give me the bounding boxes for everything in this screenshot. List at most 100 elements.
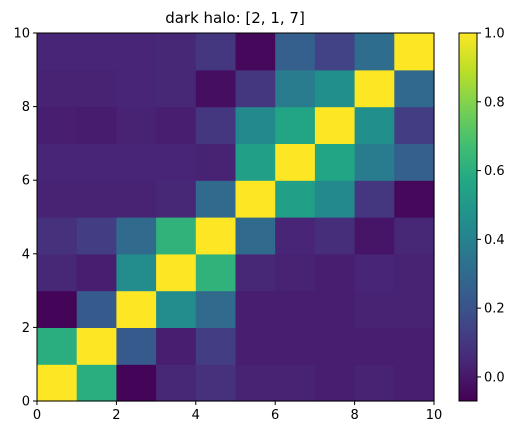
heatmap-cell-r9-c9 (394, 33, 435, 71)
heatmap-cell-r7-c8 (354, 106, 395, 144)
heatmap-cell-r4-c2 (116, 217, 157, 255)
heatmap-cell-r5-c8 (354, 180, 395, 218)
heatmap-cell-r0-c5 (235, 364, 276, 402)
heatmap-cell-r1-c0 (37, 327, 78, 365)
heatmap-cells (37, 33, 435, 402)
colorbar-tick-label: 0.6 (484, 164, 505, 179)
heatmap-cell-r2-c8 (354, 290, 395, 328)
heatmap-cell-r8-c0 (37, 69, 78, 108)
heatmap-cell-r7-c2 (116, 106, 157, 144)
heatmap-cell-r2-c7 (314, 290, 356, 328)
x-tick-label: 0 (33, 408, 41, 423)
heatmap-cell-r4-c8 (354, 217, 395, 255)
heatmap-cell-r5-c5 (235, 180, 276, 218)
heatmap-cell-r1-c1 (76, 327, 117, 365)
colorbar-tick-label: 0.8 (484, 95, 505, 110)
heatmap-cell-r4-c3 (156, 217, 197, 255)
chart-title: dark halo: [2, 1, 7] (165, 9, 305, 27)
heatmap-cell-r7-c1 (76, 106, 117, 144)
heatmap-cell-r3-c3 (156, 253, 197, 292)
heatmap-cell-r1-c9 (394, 327, 435, 365)
heatmap-cell-r0-c4 (195, 364, 237, 402)
heatmap-cell-r7-c7 (314, 106, 356, 144)
y-tick-label: 6 (22, 174, 30, 189)
colorbar-tick-label: 0.4 (484, 233, 505, 248)
heatmap-cell-r0-c7 (314, 364, 356, 402)
heatmap-cell-r0-c8 (354, 364, 395, 402)
y-axis: 0 2 4 6 8 10 (13, 27, 37, 410)
heatmap-cell-r3-c1 (76, 253, 117, 292)
heatmap-cell-r9-c5 (235, 33, 276, 71)
y-tick-label: 2 (22, 321, 30, 336)
heatmap-cell-r0-c2 (116, 364, 157, 402)
heatmap-cell-r2-c0 (37, 290, 78, 328)
heatmap-cell-r1-c7 (314, 327, 356, 365)
y-tick-label: 0 (22, 395, 30, 410)
x-tick-label: 4 (192, 408, 200, 423)
y-tick-label: 10 (13, 27, 30, 42)
heatmap-cell-r9-c8 (354, 33, 395, 71)
heatmap-cell-r7-c9 (394, 106, 435, 144)
heatmap-cell-r0-c3 (156, 364, 197, 402)
heatmap-cell-r1-c6 (275, 327, 316, 365)
heatmap-cell-r8-c7 (314, 69, 356, 108)
heatmap-cell-r5-c2 (116, 180, 157, 218)
heatmap-cell-r9-c2 (116, 33, 157, 71)
heatmap-cell-r8-c1 (76, 69, 117, 108)
heatmap-cell-r0-c0 (37, 364, 78, 402)
heatmap-cell-r5-c1 (76, 180, 117, 218)
colorbar-tick-label: 1.0 (484, 27, 505, 42)
heatmap-cell-r6-c7 (314, 143, 356, 181)
heatmap-cell-r2-c4 (195, 290, 237, 328)
heatmap-cell-r4-c9 (394, 217, 435, 255)
heatmap-cell-r1-c2 (116, 327, 157, 365)
heatmap-cell-r4-c0 (37, 217, 78, 255)
heatmap-cell-r4-c4 (195, 217, 237, 255)
heatmap-cell-r9-c7 (314, 33, 356, 71)
heatmap-cell-r9-c4 (195, 33, 237, 71)
heatmap-cell-r4-c5 (235, 217, 276, 255)
heatmap-cell-r9-c3 (156, 33, 197, 71)
heatmap-cell-r3-c6 (275, 253, 316, 292)
heatmap-cell-r6-c3 (156, 143, 197, 181)
heatmap-cell-r8-c9 (394, 69, 435, 108)
heatmap-cell-r3-c5 (235, 253, 276, 292)
y-tick-label: 8 (22, 100, 30, 115)
colorbar-axis: 0.0 0.2 0.4 0.6 0.8 1.0 (477, 27, 505, 385)
heatmap-cell-r6-c0 (37, 143, 78, 181)
heatmap-cell-r3-c7 (314, 253, 356, 292)
y-tick-label: 4 (22, 247, 30, 262)
heatmap-cell-r1-c4 (195, 327, 237, 365)
heatmap-cell-r1-c5 (235, 327, 276, 365)
heatmap-cell-r5-c4 (195, 180, 237, 218)
heatmap-cell-r9-c0 (37, 33, 78, 71)
heatmap-cell-r2-c2 (116, 290, 157, 328)
heatmap-cell-r5-c3 (156, 180, 197, 218)
heatmap-cell-r4-c6 (275, 217, 316, 255)
colorbar (458, 32, 478, 402)
heatmap-cell-r8-c8 (354, 69, 395, 108)
heatmap-cell-r6-c1 (76, 143, 117, 181)
heatmap-cell-r8-c6 (275, 69, 316, 108)
x-tick-label: 2 (112, 408, 120, 423)
heatmap-cell-r9-c1 (76, 33, 117, 71)
heatmap-cell-r7-c4 (195, 106, 237, 144)
x-tick-label: 6 (271, 408, 279, 423)
heatmap-cell-r0-c1 (76, 364, 117, 402)
heatmap-cell-r6-c2 (116, 143, 157, 181)
heatmap-cell-r0-c6 (275, 364, 316, 402)
heatmap-cell-r8-c4 (195, 69, 237, 108)
heatmap-cell-r4-c1 (76, 217, 117, 255)
colorbar-tick-label: 0.0 (484, 370, 505, 385)
heatmap-cell-r3-c8 (354, 253, 395, 292)
heatmap-cell-r0-c9 (394, 364, 435, 402)
heatmap-cell-r4-c7 (314, 217, 356, 255)
heatmap-cell-r5-c9 (394, 180, 435, 218)
heatmap-cell-r2-c3 (156, 290, 197, 328)
heatmap-cell-r8-c3 (156, 69, 197, 108)
heatmap-cell-r3-c0 (37, 253, 78, 292)
x-tick-label: 10 (426, 408, 443, 423)
plot-frame (36, 32, 435, 402)
heatmap-cell-r6-c9 (394, 143, 435, 181)
heatmap-cell-r8-c5 (235, 69, 276, 108)
